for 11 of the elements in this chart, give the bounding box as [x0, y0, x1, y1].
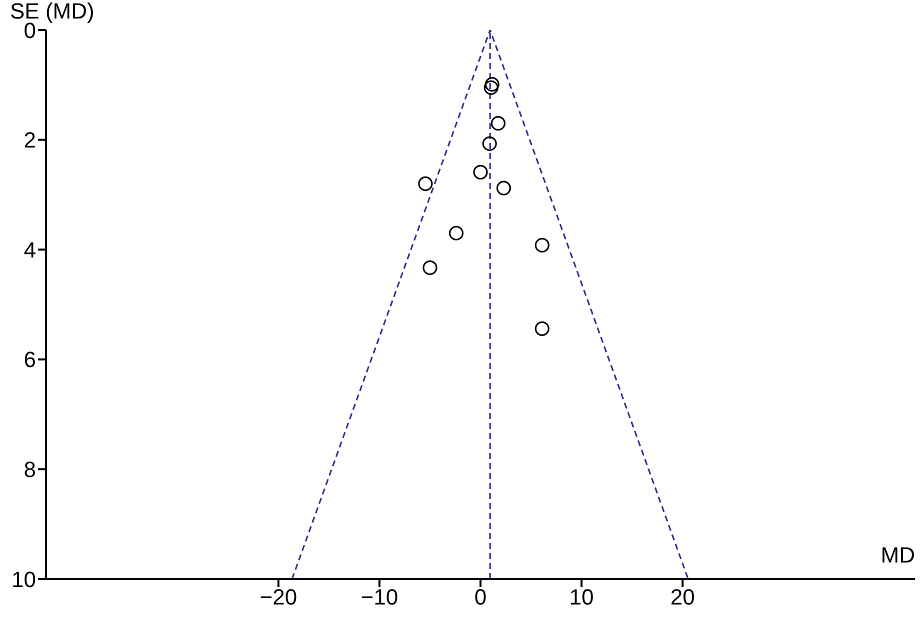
y-tick-label: 2: [24, 128, 36, 153]
x-tick-label: 20: [670, 584, 695, 610]
x-axis-title: MD: [880, 542, 915, 568]
y-tick-label: 6: [24, 347, 36, 372]
x-tick-label: −20: [260, 584, 298, 610]
x-tick-label: −10: [360, 584, 398, 610]
y-tick-label: 4: [24, 237, 36, 262]
x-tick-label: 10: [569, 584, 594, 610]
x-tick-label: 0: [474, 584, 487, 610]
y-tick-label: 10: [12, 566, 36, 592]
y-tick-label: 8: [24, 457, 36, 482]
